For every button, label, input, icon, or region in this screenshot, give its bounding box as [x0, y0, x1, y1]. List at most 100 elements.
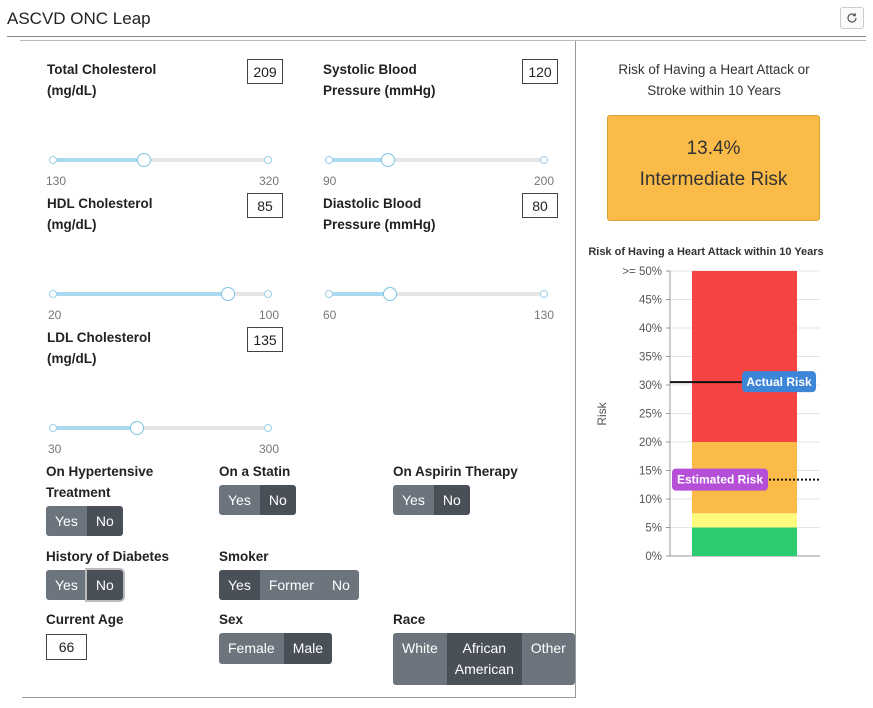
- race-label: Race: [393, 612, 426, 627]
- statin-toggle: Yes No: [219, 485, 296, 515]
- systolic-label-line2: Pressure (mmHg): [323, 83, 436, 98]
- aspirin-yes-button[interactable]: Yes: [393, 485, 434, 515]
- risk-value: 13.4%: [686, 138, 741, 159]
- risk-band: [692, 271, 797, 442]
- sex-label: Sex: [219, 612, 244, 627]
- diastolic-input[interactable]: 80: [522, 193, 558, 218]
- slider-track: [329, 158, 544, 162]
- hypertensive-no-button[interactable]: No: [86, 506, 123, 536]
- y-tick-label: 0%: [645, 551, 662, 563]
- ldl-input[interactable]: 135: [247, 327, 283, 352]
- diabetes-yes-button[interactable]: Yes: [46, 570, 87, 600]
- systolic-label: Systolic Blood Pressure (mmHg): [323, 59, 436, 101]
- diabetes-no-button[interactable]: No: [86, 570, 123, 600]
- y-tick-label: 45%: [639, 295, 662, 307]
- y-tick-label: 15%: [639, 466, 662, 478]
- diastolic-slider[interactable]: [325, 286, 548, 302]
- hdl-max: 100: [259, 308, 280, 322]
- slider-fill: [329, 158, 388, 162]
- age-input[interactable]: 66: [46, 634, 87, 660]
- slider-handle[interactable]: [220, 287, 235, 301]
- statin-yes-button[interactable]: Yes: [219, 485, 260, 515]
- hdl-input[interactable]: 85: [247, 193, 283, 218]
- systolic-min: 90: [323, 174, 337, 188]
- diabetes-toggle: Yes No: [46, 570, 123, 600]
- slider-handle[interactable]: [380, 153, 395, 167]
- refresh-button[interactable]: [840, 7, 864, 29]
- ldl-label: LDL Cholesterol (mg/dL): [47, 327, 151, 369]
- slider-handle[interactable]: [383, 287, 398, 301]
- systolic-slider[interactable]: [325, 152, 548, 168]
- total-cholesterol-min: 130: [46, 174, 67, 188]
- ldl-max: 300: [259, 442, 280, 456]
- statin-no-button[interactable]: No: [259, 485, 296, 515]
- slider-min-dot: [49, 156, 57, 164]
- sex-male-button[interactable]: Male: [283, 633, 333, 664]
- total-cholesterol-max: 320: [259, 174, 280, 188]
- smoker-no-button[interactable]: No: [322, 570, 359, 600]
- y-axis-label: Risk: [595, 401, 609, 425]
- ldl-slider[interactable]: [49, 420, 272, 436]
- sex-female-button[interactable]: Female: [219, 633, 284, 664]
- risk-band: [692, 527, 797, 556]
- estimated-risk-label: Estimated Risk: [677, 473, 763, 487]
- form-bottom-border: [22, 697, 576, 698]
- total-cholesterol-slider[interactable]: [49, 152, 272, 168]
- diastolic-min: 60: [323, 308, 337, 322]
- diastolic-label: Diastolic Blood Pressure (mmHg): [323, 193, 436, 235]
- hypertensive-label-line1: On Hypertensive: [46, 464, 154, 479]
- slider-max-dot: [264, 156, 272, 164]
- total-cholesterol-input[interactable]: 209: [247, 59, 283, 84]
- app-title: ASCVD ONC Leap: [7, 9, 151, 28]
- aspirin-toggle: Yes No: [393, 485, 470, 515]
- ldl-label-line2: (mg/dL): [47, 351, 97, 366]
- race-white-button[interactable]: White: [393, 633, 447, 685]
- race-toggle: White African American Other: [393, 633, 575, 685]
- header-divider: [7, 36, 866, 37]
- slider-handle[interactable]: [129, 421, 144, 435]
- race-african-american-button[interactable]: African American: [446, 633, 522, 685]
- ldl-min: 30: [48, 442, 62, 456]
- risk-title: Risk of Having a Heart Attack or Stroke …: [618, 62, 810, 98]
- total-cholesterol-label-line1: Total Cholesterol: [47, 62, 157, 77]
- y-tick-label: 10%: [639, 494, 662, 506]
- hdl-label: HDL Cholesterol (mg/dL): [47, 193, 153, 235]
- slider-max-dot: [264, 424, 272, 432]
- y-tick-label: 40%: [639, 323, 662, 335]
- smoker-toggle: Yes Former No: [219, 570, 359, 600]
- risk-category: Intermediate Risk: [639, 169, 788, 190]
- sex-toggle: Female Male: [219, 633, 333, 664]
- aspirin-no-button[interactable]: No: [433, 485, 470, 515]
- systolic-input[interactable]: 120: [522, 59, 558, 84]
- diastolic-max: 130: [534, 308, 555, 322]
- total-cholesterol-label-line2: (mg/dL): [47, 83, 97, 98]
- smoker-label: Smoker: [219, 549, 269, 564]
- aspirin-label: On Aspirin Therapy: [393, 464, 518, 479]
- panel-divider: [575, 41, 576, 698]
- slider-fill: [53, 426, 137, 430]
- smoker-former-button[interactable]: Former: [259, 570, 323, 600]
- y-tick-label: 5%: [645, 523, 662, 535]
- slider-handle[interactable]: [136, 153, 151, 167]
- slider-max-dot: [264, 290, 272, 298]
- refresh-icon: [847, 13, 857, 23]
- race-other-button[interactable]: Other: [521, 633, 575, 685]
- statin-label: On a Statin: [219, 464, 291, 479]
- y-tick-label: 20%: [639, 437, 662, 449]
- smoker-yes-button[interactable]: Yes: [219, 570, 260, 600]
- y-tick-label: 25%: [639, 409, 662, 421]
- risk-result-box: 13.4% Intermediate Risk: [607, 115, 820, 221]
- hypertensive-label: On Hypertensive Treatment: [46, 461, 153, 503]
- y-tick-label: 35%: [639, 352, 662, 364]
- slider-min-dot: [49, 424, 57, 432]
- slider-track: [53, 158, 268, 162]
- hypertensive-label-line2: Treatment: [46, 485, 111, 500]
- hdl-slider[interactable]: [49, 286, 272, 302]
- systolic-label-line1: Systolic Blood: [323, 62, 417, 77]
- slider-min-dot: [49, 290, 57, 298]
- slider-max-dot: [540, 290, 548, 298]
- slider-fill: [53, 158, 144, 162]
- hypertensive-yes-button[interactable]: Yes: [46, 506, 87, 536]
- ldl-label-line1: LDL Cholesterol: [47, 330, 152, 345]
- age-label: Current Age: [46, 612, 124, 627]
